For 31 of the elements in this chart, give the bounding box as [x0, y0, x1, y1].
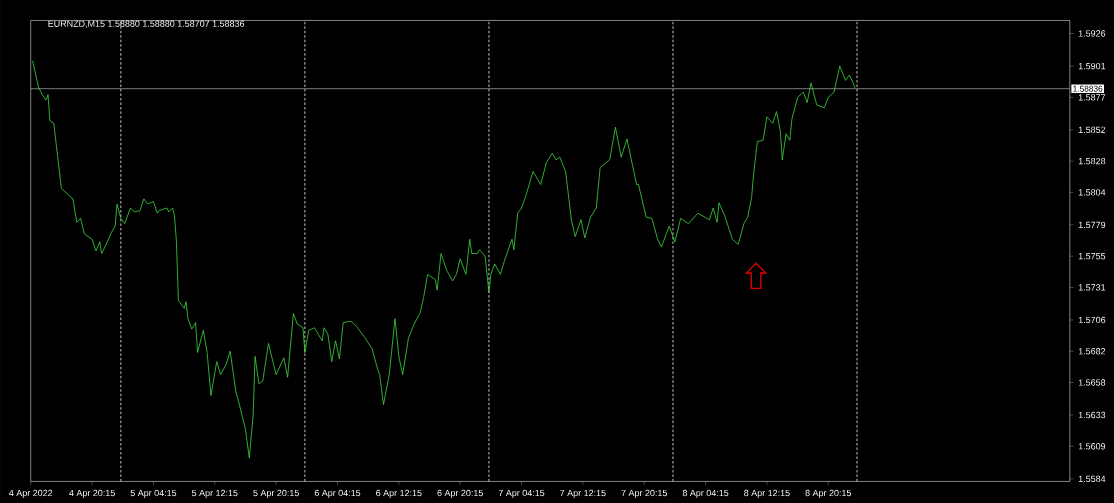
- x-tick-label: 5 Apr 04:15: [130, 489, 177, 498]
- y-tick-label: 1.5682: [1078, 347, 1106, 355]
- x-tick-label: 6 Apr 20:15: [437, 489, 483, 498]
- chart-title: EURNZD,M15 1.58880 1.58880 1.58707 1.58836: [48, 20, 245, 28]
- x-tick-label: 5 Apr 20:15: [253, 489, 299, 498]
- y-tick-label: 1.5901: [1078, 62, 1106, 70]
- y-tick-label: 1.5584: [1078, 475, 1106, 482]
- x-tick-label: 8 Apr 04:15: [682, 489, 729, 498]
- y-tick-label: 1.5731: [1078, 284, 1106, 291]
- y-tick-label: 1.5755: [1078, 252, 1106, 260]
- y-tick-label: 1.5658: [1078, 379, 1106, 386]
- x-tick-label: 7 Apr 12:15: [560, 489, 606, 498]
- y-tick-label: 1.5828: [1078, 157, 1106, 165]
- y-tick-label: 1.5706: [1078, 316, 1106, 324]
- y-tick-label: 1.5779: [1078, 221, 1106, 228]
- y-tick-label: 1.5877: [1078, 94, 1106, 101]
- x-tick-label: 5 Apr 12:15: [191, 489, 238, 498]
- x-tick-label: 7 Apr 04:15: [498, 489, 545, 498]
- x-tick-label: 8 Apr 12:15: [744, 489, 790, 498]
- y-tick-label: 1.5609: [1078, 443, 1106, 450]
- x-tick-label: 7 Apr 20:15: [621, 489, 667, 498]
- y-tick-label: 1.5852: [1078, 126, 1106, 133]
- x-tick-label: 6 Apr 04:15: [314, 489, 361, 498]
- x-tick-label: 4 Apr 2022: [9, 489, 53, 498]
- ref-line-label: 1.58836: [1073, 85, 1103, 92]
- y-tick-label: 1.5926: [1078, 30, 1106, 37]
- x-tick-label: 8 Apr 20:15: [805, 489, 852, 498]
- y-tick-label: 1.5633: [1078, 411, 1106, 419]
- x-tick-label: 4 Apr 20:15: [69, 489, 115, 498]
- x-tick-label: 6 Apr 12:15: [376, 489, 422, 498]
- y-tick-label: 1.5804: [1078, 189, 1106, 196]
